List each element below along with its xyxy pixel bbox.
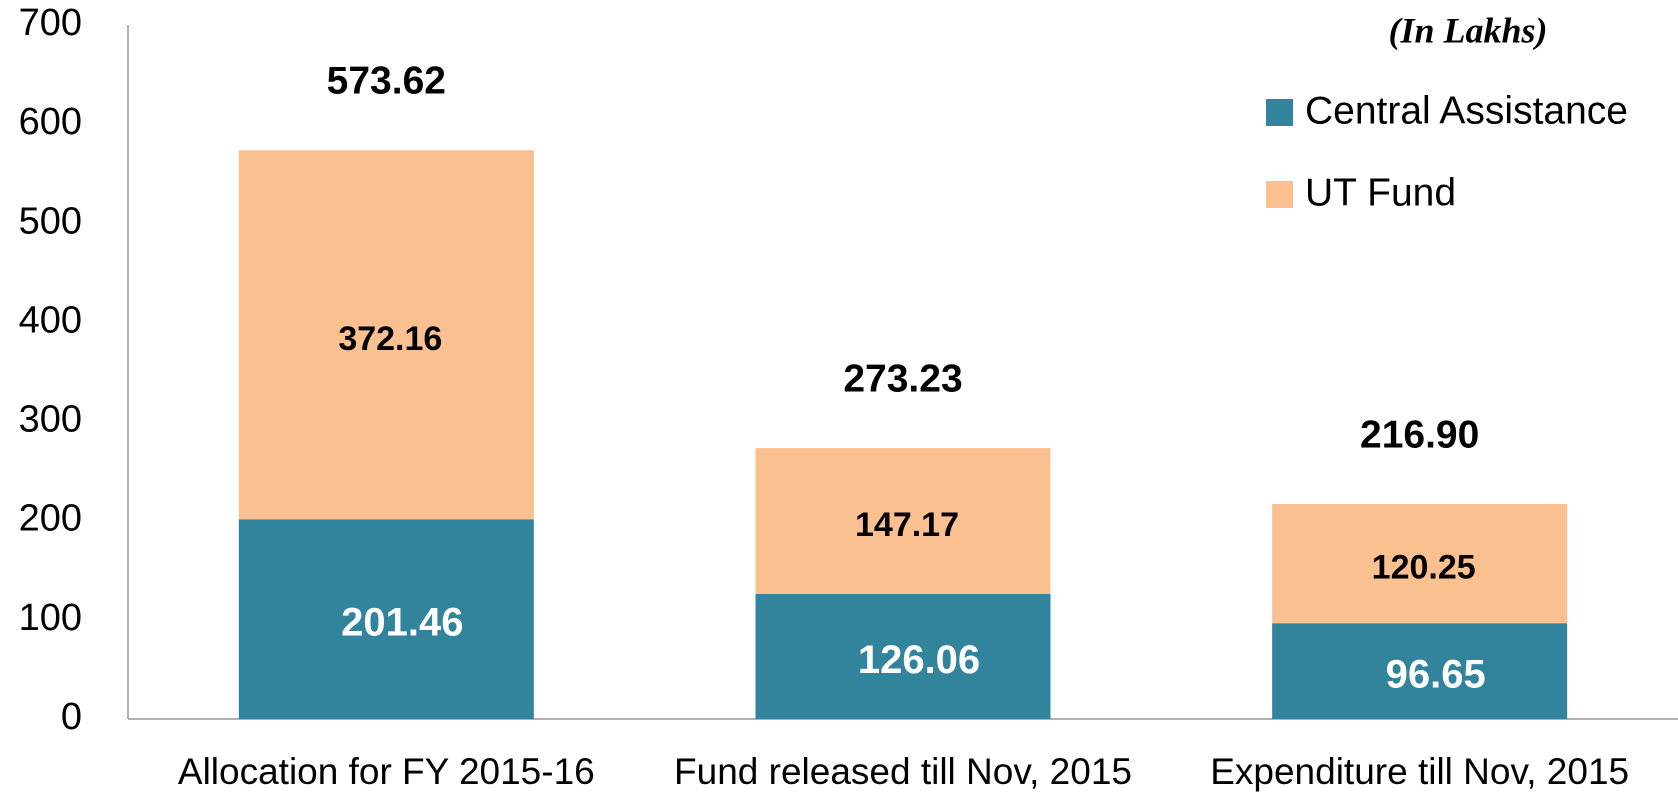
y-tick-label: 500 — [19, 200, 82, 242]
y-tick-label: 300 — [19, 399, 82, 441]
legend-swatch — [1266, 181, 1293, 208]
y-tick-label: 700 — [19, 2, 82, 44]
value-label: 147.17 — [855, 506, 959, 544]
value-label: 120.25 — [1372, 549, 1476, 587]
value-label: 372.16 — [338, 320, 442, 358]
bar-segment — [238, 519, 534, 719]
total-label: 216.90 — [1360, 413, 1479, 456]
y-tick-label: 0 — [61, 696, 82, 738]
legend-label: Central Assistance — [1305, 89, 1628, 132]
annotation: (In Lakhs) — [1388, 10, 1547, 50]
legend-swatch — [1266, 99, 1293, 126]
value-label: 201.46 — [341, 601, 463, 645]
y-tick-label: 200 — [19, 498, 82, 540]
x-tick-label: Expenditure till Nov, 2015 — [1210, 751, 1629, 792]
x-tick-label: Fund released till Nov, 2015 — [674, 751, 1132, 792]
y-tick-label: 400 — [19, 299, 82, 341]
legend-label: UT Fund — [1305, 171, 1456, 214]
bar-segment — [238, 150, 534, 520]
x-tick-label: Allocation for FY 2015-16 — [178, 751, 595, 792]
y-tick-label: 600 — [19, 101, 82, 143]
y-tick-label: 100 — [19, 597, 82, 639]
bar-segment — [1272, 623, 1568, 719]
bar-segment — [755, 448, 1051, 595]
bar-segment — [1272, 503, 1568, 624]
bar-segment — [755, 594, 1051, 719]
value-label: 96.65 — [1386, 653, 1486, 697]
total-label: 573.62 — [327, 60, 446, 103]
value-label: 126.06 — [858, 638, 980, 682]
total-label: 273.23 — [843, 357, 962, 400]
